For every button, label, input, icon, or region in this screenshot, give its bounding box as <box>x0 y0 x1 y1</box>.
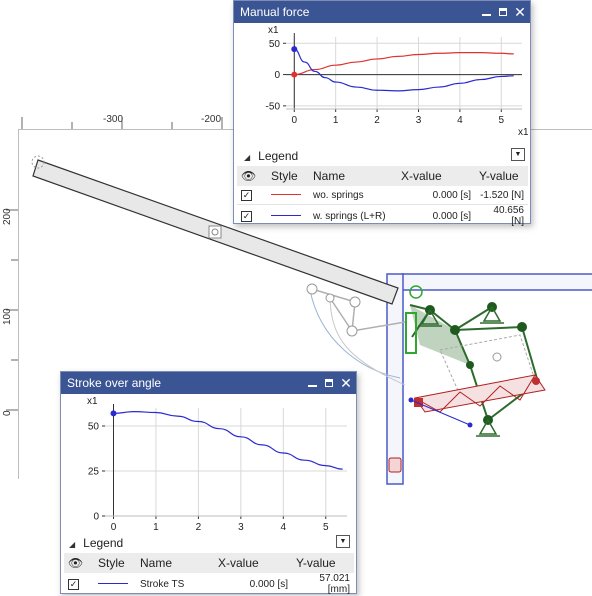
x-tick-label: 2 <box>196 522 202 532</box>
x-tick-label: 1 <box>333 115 339 126</box>
x-tick-label: 0 <box>291 115 297 126</box>
stroke-over-angle-panel[interactable]: Stroke over angle ✕ 01234550250x1x1 ◢Leg… <box>60 371 357 596</box>
manual-force-titlebar[interactable]: Manual force ✕ <box>234 1 530 23</box>
stroke-over-angle-titlebar[interactable]: Stroke over angle ✕ <box>61 372 356 394</box>
maximize-icon[interactable] <box>497 6 509 18</box>
series-line <box>113 410 343 470</box>
legend-dropdown-button[interactable]: ▼ <box>511 148 525 161</box>
y-tick-label: 50 <box>88 422 100 433</box>
series-line <box>294 52 514 76</box>
col-y-value[interactable]: Y-value <box>475 166 528 186</box>
minimize-icon[interactable] <box>480 6 492 18</box>
lever-pivot-marker <box>31 155 45 169</box>
y-axis-label: x1 <box>268 25 279 36</box>
blue-link <box>410 399 471 426</box>
frame-top-beam <box>401 273 592 291</box>
col-name[interactable]: Name <box>309 166 397 186</box>
ruler-top-label-300: -300 <box>103 114 124 125</box>
col-style[interactable]: Style <box>94 553 136 573</box>
stroke-legend-header[interactable]: ◢ Legend <box>69 536 123 550</box>
series-y-value: 40.656 [N] <box>475 204 528 228</box>
series-x-value: 0.000 [s] <box>214 573 292 596</box>
stroke-over-angle-title: Stroke over angle <box>67 376 162 390</box>
maximize-icon[interactable] <box>323 377 335 389</box>
y-tick-label: 25 <box>88 467 100 478</box>
series-x-value: 0.000 [s] <box>397 204 475 228</box>
table-row[interactable]: ✓ w. springs (L+R) 0.000 [s] 40.656 [N] <box>237 204 528 228</box>
series-start-point <box>291 71 298 78</box>
ruler-left-label-0: 0 <box>2 410 13 416</box>
x-tick-label: 4 <box>281 522 287 532</box>
series-name: wo. springs <box>309 186 397 205</box>
col-style[interactable]: Style <box>267 166 309 186</box>
manual-force-title: Manual force <box>240 5 310 19</box>
series-style-swatch <box>98 583 128 585</box>
col-x-value[interactable]: X-value <box>397 166 475 186</box>
col-name[interactable]: Name <box>136 553 214 573</box>
x-tick-label: 5 <box>323 522 329 532</box>
motion-arc-2 <box>329 294 406 386</box>
col-x-value[interactable]: X-value <box>214 553 292 573</box>
manual-force-panel[interactable]: Manual force ✕ 0 1 2 3 4 5 50 0 -50 x1 x1 ◢ Legend … <box>233 0 531 228</box>
series-style-swatch <box>271 194 301 196</box>
table-row[interactable]: ✓ Stroke TS 0.000 [s] 57.021 [mm] <box>64 573 354 596</box>
series-start-point <box>291 46 298 53</box>
x-tick-label: 1 <box>153 522 159 532</box>
stroke-over-angle-chart: 01234550250x1x1 <box>87 396 347 532</box>
x-tick-label: 3 <box>238 522 244 532</box>
series-x-value: 0.000 [s] <box>397 186 475 205</box>
ruler-left-label-100: 100 <box>2 308 13 325</box>
legend-dropdown-button[interactable]: ▼ <box>336 535 350 548</box>
series-y-value: 57.021 [mm] <box>292 573 354 596</box>
y-tick-label: 0 <box>274 70 280 81</box>
series-start-point <box>110 410 117 417</box>
motion-arc <box>309 289 401 379</box>
eye-icon[interactable]: 👁 <box>241 169 257 183</box>
force-marker <box>388 457 402 473</box>
collapse-triangle-icon[interactable]: ◢ <box>244 153 251 162</box>
legend-title: Legend <box>83 536 124 550</box>
close-icon[interactable]: ✕ <box>340 375 352 391</box>
red-truss <box>414 374 546 413</box>
series-y-value: -1.520 [N] <box>475 186 528 205</box>
series-name: w. springs (L+R) <box>309 204 397 228</box>
series-name: Stroke TS <box>136 573 214 596</box>
minimize-icon[interactable] <box>306 377 318 389</box>
green-linkage-fill <box>410 305 470 365</box>
eye-icon[interactable]: 👁 <box>68 556 84 570</box>
x-axis-label: x1 <box>518 127 528 138</box>
ruler-left-label-200: 200 <box>2 208 13 225</box>
collapse-triangle-icon[interactable]: ◢ <box>69 540 76 549</box>
col-y-value[interactable]: Y-value <box>292 553 354 573</box>
series-style-swatch <box>271 215 301 217</box>
series-line <box>294 48 514 92</box>
x-tick-label: 2 <box>374 115 380 126</box>
close-icon[interactable]: ✕ <box>514 4 526 20</box>
legend-title: Legend <box>258 149 299 163</box>
ruler-left: 200 100 0 <box>0 129 19 479</box>
y-tick-label: 50 <box>269 39 281 50</box>
row-visible-checkbox[interactable]: ✓ <box>68 578 79 590</box>
ruler-top-label-200: -200 <box>201 114 222 125</box>
table-row[interactable]: ✓ wo. springs 0.000 [s] -1.520 [N] <box>237 186 528 205</box>
x-tick-label: 4 <box>457 115 463 126</box>
row-visible-checkbox[interactable]: ✓ <box>241 210 252 222</box>
y-tick-label: 0 <box>93 512 99 523</box>
y-axis-label: x1 <box>87 396 98 407</box>
manual-force-legend-header[interactable]: ◢ Legend <box>244 149 298 163</box>
spring-element <box>405 312 417 354</box>
y-tick-label: -50 <box>266 101 281 112</box>
lever-joint <box>208 225 222 239</box>
x-tick-label: 0 <box>111 522 117 532</box>
stroke-legend-table: 👁 Style Name X-value Y-value ✓ Stroke TS… <box>64 553 354 596</box>
x-tick-label: 5 <box>499 115 505 126</box>
x-tick-label: 3 <box>416 115 422 126</box>
row-visible-checkbox[interactable]: ✓ <box>241 189 252 201</box>
frame-vertical-post <box>386 273 404 485</box>
manual-force-legend-table: 👁 Style Name X-value Y-value ✓ wo. sprin… <box>237 166 528 228</box>
manual-force-chart: 0 1 2 3 4 5 50 0 -50 x1 x1 <box>266 25 528 138</box>
